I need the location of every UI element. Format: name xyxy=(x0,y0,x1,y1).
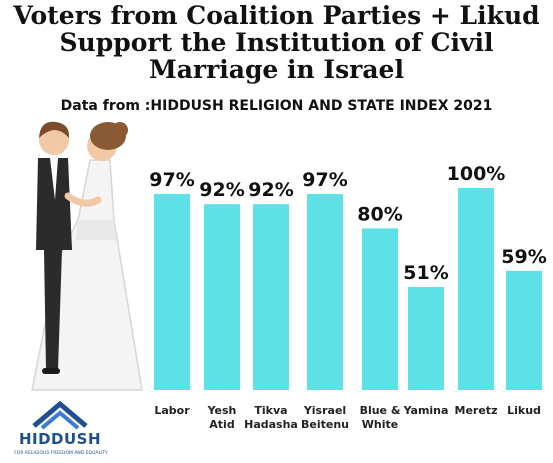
value-label-4: 80% xyxy=(357,203,402,225)
title-line-2: Support the Institution of Civil xyxy=(59,28,494,57)
title-line-3: Marriage in Israel xyxy=(149,55,404,84)
category-label-2-0: Tikva xyxy=(254,404,287,417)
category-label-1-1: Atid xyxy=(209,418,234,431)
bar-0 xyxy=(154,194,190,390)
chart-subtitle: Data from :HIDDUSH RELIGION AND STATE IN… xyxy=(60,98,493,114)
category-label-2-1: Hadasha xyxy=(244,418,298,431)
category-label-3-0: Yisrael xyxy=(303,404,346,417)
title-line-1: Voters from Coalition Parties + Likud xyxy=(13,1,540,30)
wedding-couple-illustration xyxy=(31,121,143,391)
category-label-3-1: Beitenu xyxy=(301,418,349,431)
value-label-1: 92% xyxy=(199,179,244,201)
category-label-6-0: Meretz xyxy=(455,404,498,417)
category-label-4-0: Blue & xyxy=(360,404,401,417)
bar-6 xyxy=(458,188,494,390)
bar-5 xyxy=(408,286,444,390)
bar-2 xyxy=(253,204,289,390)
bar-3 xyxy=(307,194,343,390)
value-label-3: 97% xyxy=(302,169,347,191)
logo-tagline: FOR RELIGIOUS FREEDOM AND EQUALITY xyxy=(14,451,108,456)
category-label-1-0: Yesh xyxy=(207,404,237,417)
bar-7 xyxy=(506,270,542,390)
category-label-4-1: White xyxy=(362,418,398,431)
category-label-5-0: Yamina xyxy=(403,404,449,417)
value-label-5: 51% xyxy=(403,262,448,284)
bar-4 xyxy=(362,228,398,390)
value-label-0: 97% xyxy=(149,169,194,191)
chart-title: Voters from Coalition Parties + Likud Su… xyxy=(0,2,553,83)
logo-name: HIDDUSH xyxy=(18,430,102,448)
bar-1 xyxy=(204,204,240,390)
value-label-6: 100% xyxy=(447,163,506,185)
value-label-7: 59% xyxy=(501,246,546,268)
value-label-2: 92% xyxy=(248,179,293,201)
category-label-7-0: Likud xyxy=(507,404,541,417)
category-label-0-0: Labor xyxy=(154,404,190,417)
hiddush-logo-icon xyxy=(32,400,88,430)
